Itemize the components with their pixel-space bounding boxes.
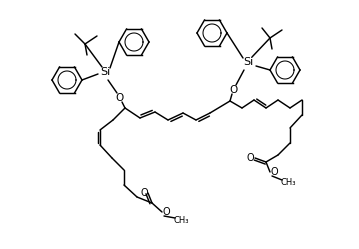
Text: O: O	[229, 85, 237, 95]
Text: Si: Si	[243, 57, 253, 67]
Text: CH₃: CH₃	[280, 178, 296, 187]
Text: CH₃: CH₃	[173, 215, 189, 225]
Text: O: O	[246, 153, 254, 163]
Text: O: O	[115, 93, 123, 103]
Text: O: O	[162, 207, 170, 217]
Text: O: O	[270, 167, 278, 177]
Text: O: O	[140, 188, 148, 198]
Text: Si: Si	[100, 67, 110, 77]
